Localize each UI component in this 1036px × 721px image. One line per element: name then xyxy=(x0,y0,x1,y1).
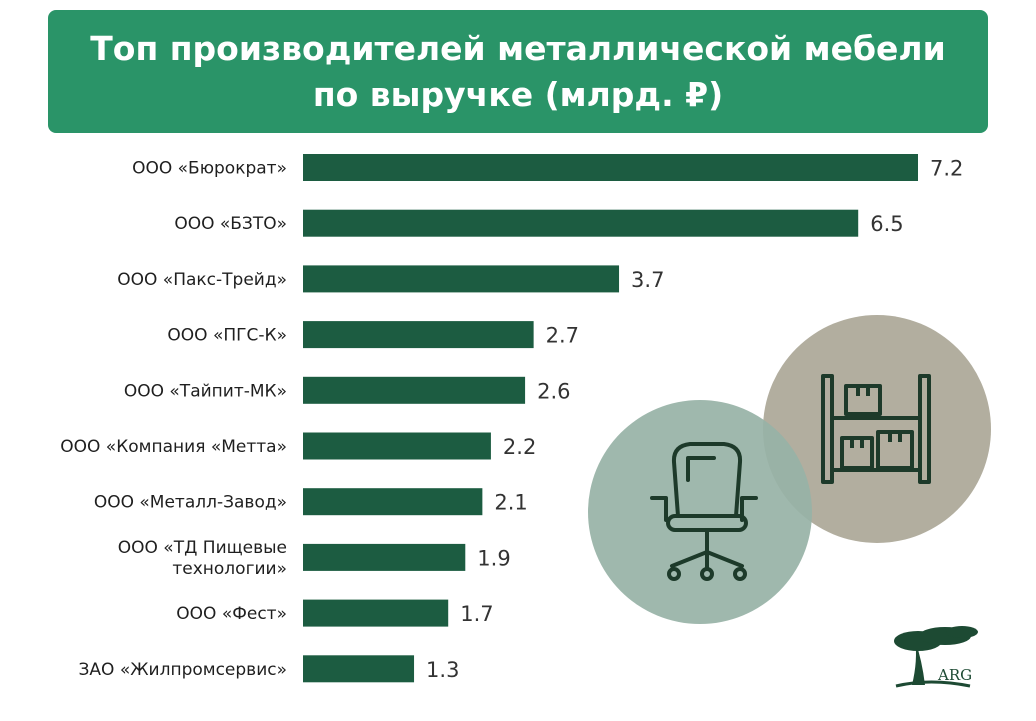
value-label: 2.7 xyxy=(546,324,579,348)
value-label: 2.6 xyxy=(537,379,570,403)
value-label: 1.7 xyxy=(460,602,493,626)
bar xyxy=(303,655,415,683)
bar xyxy=(303,488,483,516)
bar xyxy=(303,321,534,349)
tree-logo-icon xyxy=(894,626,978,688)
value-label: 2.2 xyxy=(503,435,536,459)
value-label: 2.1 xyxy=(494,491,527,515)
title-banner: Топ производителей металлической мебели … xyxy=(48,10,988,133)
category-label: ООО «ТД Пищевые технологии» xyxy=(118,538,287,579)
warehouse-shelf-icon xyxy=(821,374,931,484)
category-label: ООО «Тайпит-МК» xyxy=(124,381,287,401)
category-label: ООО «Фест» xyxy=(176,604,287,624)
category-label: ООО «Бюрократ» xyxy=(132,159,287,179)
bar xyxy=(303,599,449,627)
bar xyxy=(303,154,918,181)
bar xyxy=(303,376,526,404)
bar xyxy=(303,209,859,237)
logo-text: ARG xyxy=(937,666,972,684)
value-label: 6.5 xyxy=(870,212,903,236)
chart-title-line-1: Топ производителей металлической мебели xyxy=(90,28,946,68)
category-label: ООО «ПГС-К» xyxy=(167,326,287,346)
bar xyxy=(303,432,491,460)
chart-title-line-2: по выручке (млрд. ₽) xyxy=(312,74,724,114)
bars-layer: 7.2 ООО «Бюрократ» 6.5 ООО «БЗТО» 3.7 ООО «Па… xyxy=(60,154,963,683)
category-label: ООО «Компания «Метта» xyxy=(60,437,287,457)
category-label: ООО «Металл-Завод» xyxy=(94,493,287,513)
value-label: 7.2 xyxy=(930,157,963,181)
value-label: 1.9 xyxy=(477,546,510,570)
bar xyxy=(303,265,620,293)
category-label: ООО «Пакс-Трейд» xyxy=(117,270,287,290)
value-label: 3.7 xyxy=(631,268,664,292)
chair-circle xyxy=(588,400,812,624)
category-label: ООО «БЗТО» xyxy=(174,214,287,234)
office-chair-icon xyxy=(650,442,758,581)
bar xyxy=(303,543,466,571)
category-label: ЗАО «Жилпромсервис» xyxy=(79,660,287,680)
value-label: 1.3 xyxy=(426,658,459,682)
shelf-circle xyxy=(763,315,991,543)
